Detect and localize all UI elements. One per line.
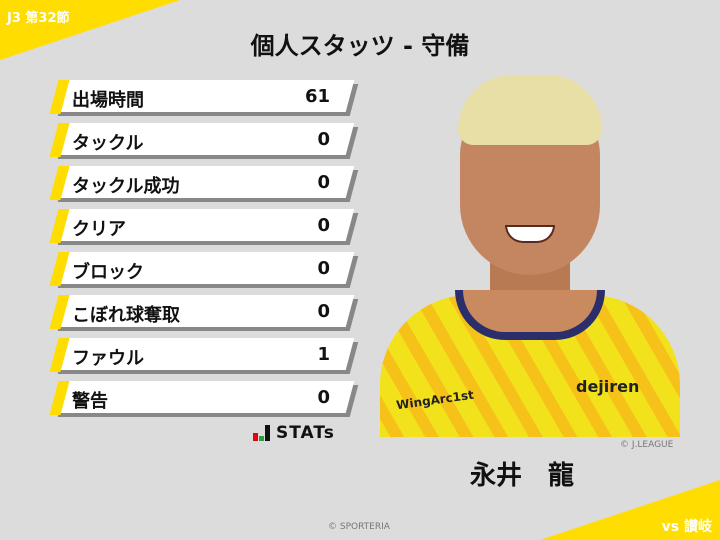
stat-row: ファウル 1 <box>49 338 359 374</box>
stat-value: 0 <box>317 129 330 150</box>
stat-row: 警告 0 <box>49 381 359 417</box>
round-label: J3 第32節 <box>7 11 70 26</box>
player-photo: WingArc1st dejiren <box>380 75 680 437</box>
stat-row: クリア 0 <box>49 209 359 245</box>
stat-label: クリア <box>72 219 126 240</box>
stat-row: 出場時間 61 <box>49 80 359 116</box>
stat-label: タックル成功 <box>72 176 180 197</box>
sponsor-logo: dejiren <box>576 377 640 396</box>
stat-value: 1 <box>317 344 330 365</box>
stat-label: ブロック <box>72 262 144 283</box>
stat-label: ファウル <box>72 348 144 369</box>
stat-row: タックル 0 <box>49 123 359 159</box>
stat-value: 61 <box>304 86 330 107</box>
stats-logo-text: STATs <box>276 423 335 443</box>
copyright: © SPORTERIA <box>328 522 390 532</box>
page-title: 個人スタッツ - 守備 <box>250 32 470 60</box>
bar-chart-icon <box>253 425 270 441</box>
stat-value: 0 <box>317 301 330 322</box>
photo-credit: © J.LEAGUE <box>620 440 674 450</box>
player-name: 永井 龍 <box>470 461 575 491</box>
stat-row: タックル成功 0 <box>49 166 359 202</box>
stat-value: 0 <box>317 215 330 236</box>
stat-row: こぼれ球奪取 0 <box>49 295 359 331</box>
stat-label: 警告 <box>72 391 108 412</box>
stat-value: 0 <box>317 258 330 279</box>
stat-label: タックル <box>72 133 144 154</box>
stat-value: 0 <box>317 172 330 193</box>
stat-row: ブロック 0 <box>49 252 359 288</box>
stat-label: こぼれ球奪取 <box>72 305 180 326</box>
stat-label: 出場時間 <box>72 90 144 111</box>
opponent-label: vs 讃岐 <box>661 519 712 535</box>
stat-value: 0 <box>317 387 330 408</box>
stats-logo: STATs <box>253 423 335 443</box>
